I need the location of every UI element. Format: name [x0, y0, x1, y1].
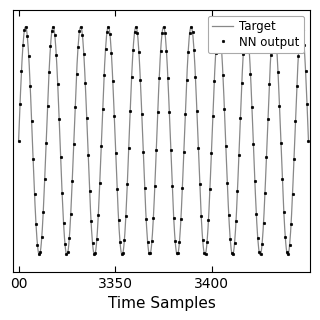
- NN output: [17, 139, 20, 143]
- Target: [162, 25, 165, 28]
- Target: [298, 30, 302, 34]
- Target: [65, 253, 69, 257]
- Target: [17, 139, 20, 143]
- NN output: [175, 251, 179, 255]
- Legend: Target, NN output: Target, NN output: [208, 15, 305, 53]
- NN output: [18, 102, 22, 106]
- NN output: [139, 78, 142, 82]
- X-axis label: Time Samples: Time Samples: [108, 296, 216, 311]
- Target: [288, 237, 292, 241]
- Target: [249, 72, 252, 76]
- NN output: [286, 252, 290, 256]
- Target: [307, 139, 310, 143]
- NN output: [162, 25, 165, 28]
- NN output: [307, 139, 310, 143]
- NN output: [43, 178, 47, 181]
- Line: Target: Target: [19, 27, 308, 255]
- Target: [71, 155, 75, 159]
- NN output: [123, 238, 126, 242]
- NN output: [283, 235, 287, 239]
- Target: [113, 126, 117, 130]
- Target: [35, 237, 39, 241]
- Line: NN output: NN output: [16, 24, 311, 257]
